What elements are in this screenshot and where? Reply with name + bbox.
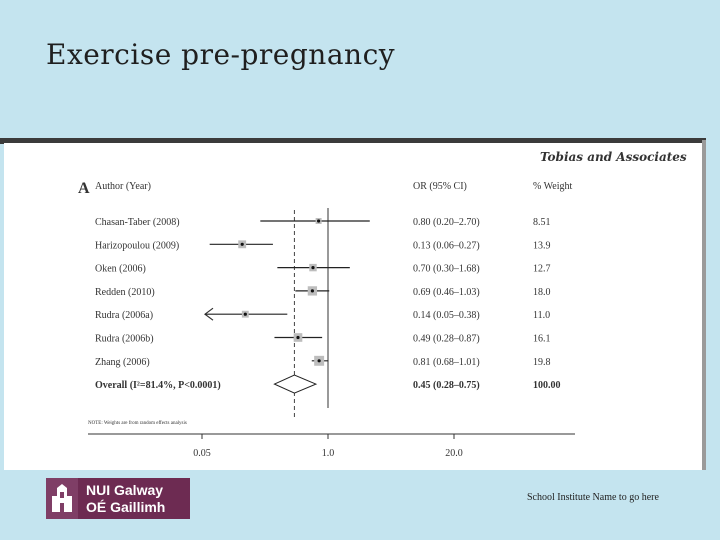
x-axis-tick-label: 20.0 xyxy=(445,448,463,459)
slide-title: Exercise pre-pregnancy xyxy=(46,38,396,71)
study-point-estimate xyxy=(311,266,315,270)
panel-label: A xyxy=(78,180,90,197)
study-author-label: Zhang (2006) xyxy=(95,357,150,368)
study-or-ci: 0.49 (0.28–0.87) xyxy=(413,334,480,345)
weights-note: NOTE: Weights are from random effects an… xyxy=(88,421,187,426)
forest-plot-figure xyxy=(4,143,702,470)
study-weight: 18.0 xyxy=(533,287,551,298)
study-point-estimate xyxy=(310,289,314,293)
study-weight: 11.0 xyxy=(533,310,550,321)
study-or-ci: 0.80 (0.20–2.70) xyxy=(413,217,480,228)
study-point-estimate xyxy=(317,219,321,223)
study-weight: 19.8 xyxy=(533,357,551,368)
study-point-estimate xyxy=(240,242,244,246)
institute-name: School Institute Name to go here xyxy=(527,492,659,503)
study-author-label: Rudra (2006b) xyxy=(95,334,154,345)
header-author: Author (Year) xyxy=(95,181,151,192)
study-author-label: Oken (2006) xyxy=(95,264,146,275)
header-weight: % Weight xyxy=(533,181,573,192)
overall-label: Overall (I²=81.4%, P<0.0001) xyxy=(95,380,221,391)
study-author-label: Rudra (2006a) xyxy=(95,310,153,321)
university-tower-icon xyxy=(46,478,78,519)
x-axis-tick-label: 1.0 xyxy=(322,448,335,459)
study-weight: 12.7 xyxy=(533,264,551,275)
figure-attribution: Tobias and Associates xyxy=(540,150,687,164)
study-point-estimate xyxy=(317,359,321,363)
header-or: OR (95% CI) xyxy=(413,181,467,192)
study-or-ci: 0.69 (0.46–1.03) xyxy=(413,287,480,298)
study-author-label: Chasan-Taber (2008) xyxy=(95,217,180,228)
study-weight: 8.51 xyxy=(533,217,551,228)
logo-text: NUI Galway OÉ Gaillimh xyxy=(78,482,165,516)
study-author-label: Redden (2010) xyxy=(95,287,155,298)
study-point-estimate xyxy=(296,335,300,340)
study-weight: 13.9 xyxy=(533,240,551,251)
logo-line-2: OÉ Gaillimh xyxy=(86,498,166,515)
study-or-ci: 0.14 (0.05–0.38) xyxy=(413,310,480,321)
study-point-estimate xyxy=(243,312,247,316)
overall-weight: 100.00 xyxy=(533,380,561,391)
study-author-label: Harizopoulou (2009) xyxy=(95,240,179,251)
nui-galway-logo: NUI Galway OÉ Gaillimh xyxy=(46,478,190,519)
study-or-ci: 0.13 (0.06–0.27) xyxy=(413,240,480,251)
study-or-ci: 0.81 (0.68–1.01) xyxy=(413,357,480,368)
overall-or-ci: 0.45 (0.28–0.75) xyxy=(413,380,480,391)
figure-right-border xyxy=(702,140,706,472)
study-or-ci: 0.70 (0.30–1.68) xyxy=(413,264,480,275)
figure-top-border xyxy=(0,138,706,144)
logo-line-1: NUI Galway xyxy=(86,481,164,498)
study-weight: 16.1 xyxy=(533,334,551,345)
overall-diamond xyxy=(273,374,318,394)
x-axis-tick-label: 0.05 xyxy=(193,448,211,459)
